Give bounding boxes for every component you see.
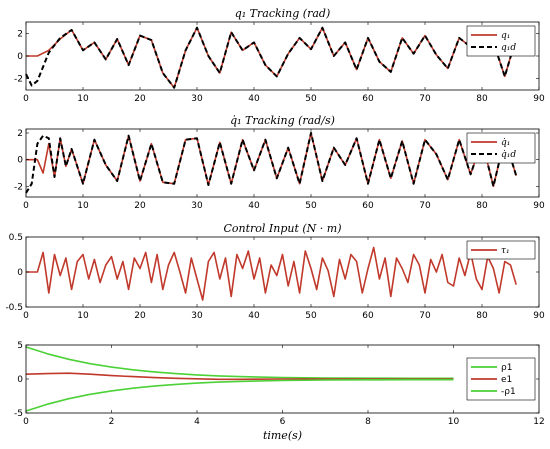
x-tick-label: 12 bbox=[533, 417, 544, 427]
x-tick-label: 8 bbox=[365, 417, 371, 427]
chart-panel-1: q₁ Tracking (rad)0 10 20 30 40 50 60 70 80 9020-2… bbox=[14, 7, 545, 104]
x-axis-label: time(s) bbox=[263, 429, 302, 442]
x-tick-label: 0 bbox=[23, 94, 29, 104]
series-line-2 bbox=[25, 26, 518, 89]
legend: q₁ q₁d bbox=[466, 25, 536, 57]
x-tick-label: 40 bbox=[248, 94, 260, 104]
plot-frame bbox=[25, 128, 540, 198]
x-tick-label: 30 bbox=[191, 311, 203, 321]
x-tick-label: 20 bbox=[134, 311, 146, 321]
legend: τ₁ bbox=[466, 240, 536, 260]
legend-label: q̇₁ bbox=[501, 138, 510, 148]
y-tick-label: 2 bbox=[17, 129, 23, 139]
x-tick-label: 90 bbox=[533, 201, 545, 211]
y-tick-label: 5 bbox=[17, 341, 23, 351]
y-tick-label: -5 bbox=[14, 409, 23, 419]
x-tick-label: 70 bbox=[419, 311, 431, 321]
series-line-1 bbox=[26, 26, 517, 89]
x-tick-label: 10 bbox=[77, 201, 89, 211]
x-tick-label: 4 bbox=[194, 417, 200, 427]
y-tick-label: 0 bbox=[17, 52, 23, 62]
x-tick-label: 10 bbox=[77, 94, 89, 104]
legend-box bbox=[466, 25, 536, 57]
x-tick-label: 30 bbox=[191, 201, 203, 211]
legend: ρ1 e1 -ρ1 bbox=[466, 357, 536, 401]
legend: q̇₁ q̇₁d bbox=[466, 132, 536, 164]
x-tick-label: 60 bbox=[362, 201, 374, 211]
x-tick-label: 20 bbox=[134, 94, 146, 104]
y-tick-label: 0.5 bbox=[9, 233, 23, 243]
y-tick-label: -2 bbox=[14, 182, 23, 192]
chart-title: q̇₁ Tracking (rad/s) bbox=[230, 114, 335, 127]
legend-label: τ₁ bbox=[501, 246, 510, 256]
x-tick-label: 60 bbox=[362, 311, 374, 321]
legend-box bbox=[466, 132, 536, 164]
x-tick-label: 6 bbox=[280, 417, 286, 427]
legend-label: q̇₁d bbox=[501, 150, 516, 160]
x-tick-label: 20 bbox=[134, 201, 146, 211]
x-tick-label: 60 bbox=[362, 94, 374, 104]
x-tick-label: 90 bbox=[533, 94, 545, 104]
x-tick-label: 10 bbox=[448, 417, 460, 427]
x-tick-label: 50 bbox=[305, 94, 317, 104]
chart-panel-3: Control Input (N · m) 0 10 20 30 40 50 60 70 80 90… bbox=[5, 222, 545, 321]
x-tick-label: 30 bbox=[191, 94, 203, 104]
legend-label: q₁ bbox=[501, 31, 510, 41]
x-tick-label: 70 bbox=[419, 94, 431, 104]
series-line-3 bbox=[25, 378, 454, 412]
x-tick-label: 10 bbox=[77, 311, 89, 321]
x-tick-label: 80 bbox=[476, 201, 488, 211]
legend-label: e1 bbox=[501, 375, 512, 385]
x-tick-label: 80 bbox=[476, 94, 488, 104]
x-tick-label: 80 bbox=[476, 311, 488, 321]
y-tick-label: -2 bbox=[14, 75, 23, 85]
x-tick-label: 50 bbox=[305, 311, 317, 321]
x-tick-label: 40 bbox=[248, 201, 260, 211]
x-tick-label: 40 bbox=[248, 311, 260, 321]
x-tick-label: 0 bbox=[23, 311, 29, 321]
legend-label: ρ1 bbox=[501, 363, 512, 373]
x-tick-label: 0 bbox=[23, 417, 29, 427]
y-tick-label: 2 bbox=[17, 29, 23, 39]
chart-title: Control Input (N · m) bbox=[223, 222, 341, 235]
x-tick-label: 90 bbox=[533, 311, 545, 321]
series-line-1 bbox=[26, 132, 517, 188]
x-tick-label: 0 bbox=[23, 201, 29, 211]
chart-panel-2: q̇₁ Tracking (rad/s)0 10 20 30 40 50 60 70 80 902… bbox=[14, 114, 545, 211]
series-line-2 bbox=[25, 132, 518, 194]
series-line-2 bbox=[25, 372, 454, 381]
y-tick-label: 0 bbox=[17, 375, 23, 385]
x-tick-label: 2 bbox=[109, 417, 115, 427]
chart-title: q₁ Tracking (rad) bbox=[235, 7, 331, 20]
y-tick-label: 0 bbox=[17, 156, 23, 166]
y-tick-label: -0.5 bbox=[5, 303, 23, 313]
x-tick-label: 50 bbox=[305, 201, 317, 211]
series-line-1 bbox=[26, 246, 517, 301]
x-tick-label: 70 bbox=[419, 201, 431, 211]
y-tick-label: 0 bbox=[17, 268, 23, 278]
legend-label: q₁d bbox=[501, 43, 516, 53]
legend-box bbox=[466, 240, 536, 260]
legend-label: -ρ1 bbox=[501, 387, 516, 397]
series-line-1 bbox=[25, 346, 454, 380]
